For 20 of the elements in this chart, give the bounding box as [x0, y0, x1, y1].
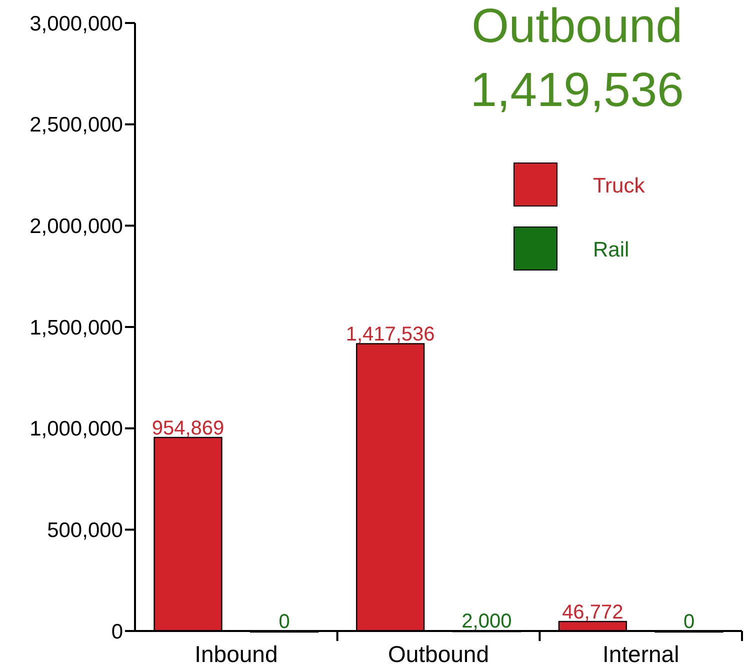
y-tick-label: 2,000,000 — [30, 215, 123, 238]
chart-title: Outbound — [472, 0, 682, 53]
x-tick-label: Inbound — [194, 641, 278, 667]
x-tick-label: Outbound — [388, 641, 490, 667]
data-label: 2,000 — [462, 610, 512, 633]
legend-label: Truck — [593, 174, 646, 198]
y-tick-label: 2,500,000 — [30, 114, 123, 137]
y-tick-label: 3,000,000 — [30, 12, 123, 36]
data-label: 954,869 — [152, 417, 224, 440]
data-label: 0 — [683, 611, 695, 633]
data-label: 0 — [278, 611, 290, 633]
y-tick-label: 1,000,000 — [30, 418, 123, 441]
data-label: 46,772 — [562, 602, 624, 624]
y-tick-label: 1,500,000 — [30, 316, 123, 340]
legend-label: Rail — [593, 238, 630, 262]
x-tick-label: Internal — [602, 641, 680, 667]
data-label: 1,417,536 — [346, 324, 435, 346]
y-tick-label: 500,000 — [47, 519, 123, 542]
text: 1,419,536 — [470, 64, 684, 117]
y-tick-label: 0 — [111, 620, 123, 644]
